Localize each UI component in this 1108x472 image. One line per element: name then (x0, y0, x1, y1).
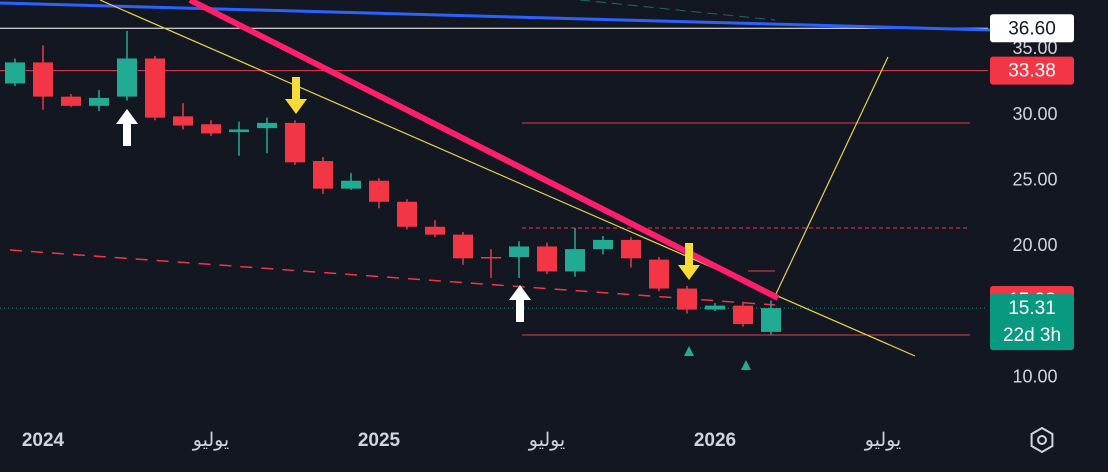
markers (116, 77, 751, 370)
down-arrow (678, 243, 700, 280)
price-label-box (990, 56, 1074, 85)
trendline (0, 1, 991, 32)
candle-body (61, 96, 81, 106)
candle-body (369, 180, 389, 202)
x-tick-label: 2025 (358, 430, 401, 451)
signal-triangle (684, 346, 694, 356)
candle-body (677, 288, 697, 310)
y-tick-label: 20.00 (1012, 235, 1057, 255)
x-tick-label: يوليو (192, 430, 229, 451)
candle-body (33, 62, 53, 97)
y-tick-label: 35.00 (1012, 38, 1057, 58)
price-label: 33.38 (1008, 61, 1056, 82)
candle-body (145, 58, 165, 118)
up-arrow (509, 285, 531, 322)
y-tick-label: 25.00 (1012, 170, 1057, 190)
candle-body (453, 234, 473, 259)
countdown-label: 22d 3h (1003, 325, 1061, 346)
down-arrow (285, 77, 307, 114)
x-tick-label: يوليو (528, 430, 565, 451)
candle-body (509, 246, 529, 257)
candle-body (89, 97, 109, 106)
trendline (579, 0, 776, 21)
settings-center[interactable] (1037, 435, 1047, 445)
candle-body (425, 226, 445, 235)
candle-body (537, 246, 557, 272)
price-label-box (990, 294, 1074, 351)
candle-body (397, 201, 417, 227)
candle-body (341, 180, 361, 189)
candle-body (761, 308, 781, 332)
candle-body (285, 122, 305, 163)
settings-icon[interactable] (1030, 426, 1054, 454)
candle-body (649, 259, 669, 289)
price-label-box (990, 14, 1074, 43)
y-tick-label: 30.00 (1012, 104, 1057, 124)
candle-body (313, 161, 333, 189)
trendline (99, 0, 916, 357)
trendline (188, 0, 780, 301)
candles (5, 30, 781, 335)
x-tick-label: 2026 (694, 430, 736, 451)
axes: 35.00 30.00 25.00 20.00 10.00 2024 يوليو 2025 يو… (22, 14, 1074, 451)
trendlines (0, 0, 991, 357)
trendline (774, 56, 889, 297)
settings-hexagon[interactable] (1030, 426, 1054, 454)
x-tick-label: يوليو (864, 430, 901, 451)
candle-body (257, 122, 277, 129)
candle-body (565, 249, 585, 272)
candle-body (733, 305, 753, 325)
signal-triangle (741, 360, 751, 370)
price-label: 15.31 (1008, 298, 1056, 319)
candle-body (621, 239, 641, 259)
candle-body (705, 305, 725, 310)
up-arrow (116, 109, 138, 146)
x-tick-label: 2024 (22, 430, 65, 451)
y-tick-label: 10.00 (1012, 367, 1057, 387)
candle-body (117, 58, 137, 97)
candle-body (5, 62, 25, 84)
candle-body (201, 124, 221, 134)
candle-body (481, 256, 501, 259)
channel-line (9, 249, 776, 306)
candle-body (593, 239, 613, 250)
candle-body (173, 116, 193, 126)
price-label: 36.60 (1008, 18, 1056, 39)
candle-body (229, 129, 249, 133)
